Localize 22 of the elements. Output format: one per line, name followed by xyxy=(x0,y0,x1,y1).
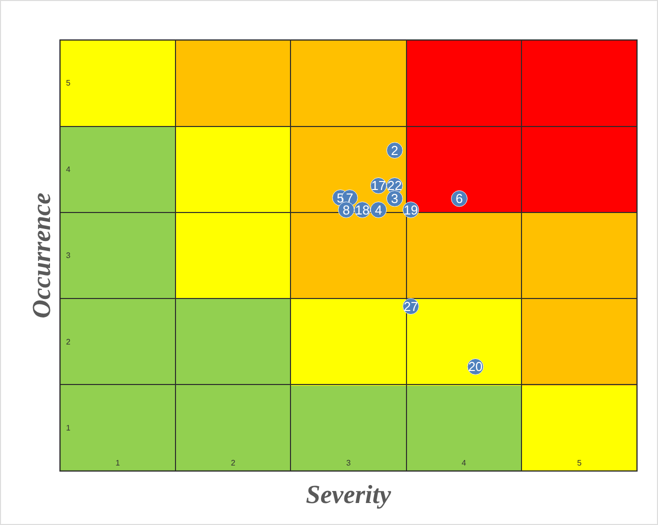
x-tick-label: 2 xyxy=(230,458,236,468)
y-tick-label: 5 xyxy=(66,78,71,88)
annotation: 19 xyxy=(404,202,418,218)
annotation: 17 xyxy=(371,178,386,194)
x-tick-label: 5 xyxy=(577,458,582,468)
annotation: 22 xyxy=(387,178,402,194)
x-tick-label: 1 xyxy=(115,458,120,468)
y-tick-label: 3 xyxy=(66,251,71,260)
annotation: 20 xyxy=(468,359,483,374)
y-axis-title: Occurrence xyxy=(27,192,56,318)
annotation: 3 xyxy=(391,191,398,206)
y-tick-label: 4 xyxy=(66,164,71,174)
x-tick-label: 3 xyxy=(346,458,352,468)
annotation: 4 xyxy=(374,202,382,218)
annotation: 27 xyxy=(404,298,418,314)
y-tick-label: 2 xyxy=(66,337,71,346)
annotation: 6 xyxy=(456,191,463,206)
annotation: 18 xyxy=(355,202,370,218)
x-tick-label: 4 xyxy=(462,458,467,468)
annotation: 2 xyxy=(391,142,398,158)
y-tick-label: 1 xyxy=(66,423,71,432)
x-axis-title: Severity xyxy=(306,480,392,509)
